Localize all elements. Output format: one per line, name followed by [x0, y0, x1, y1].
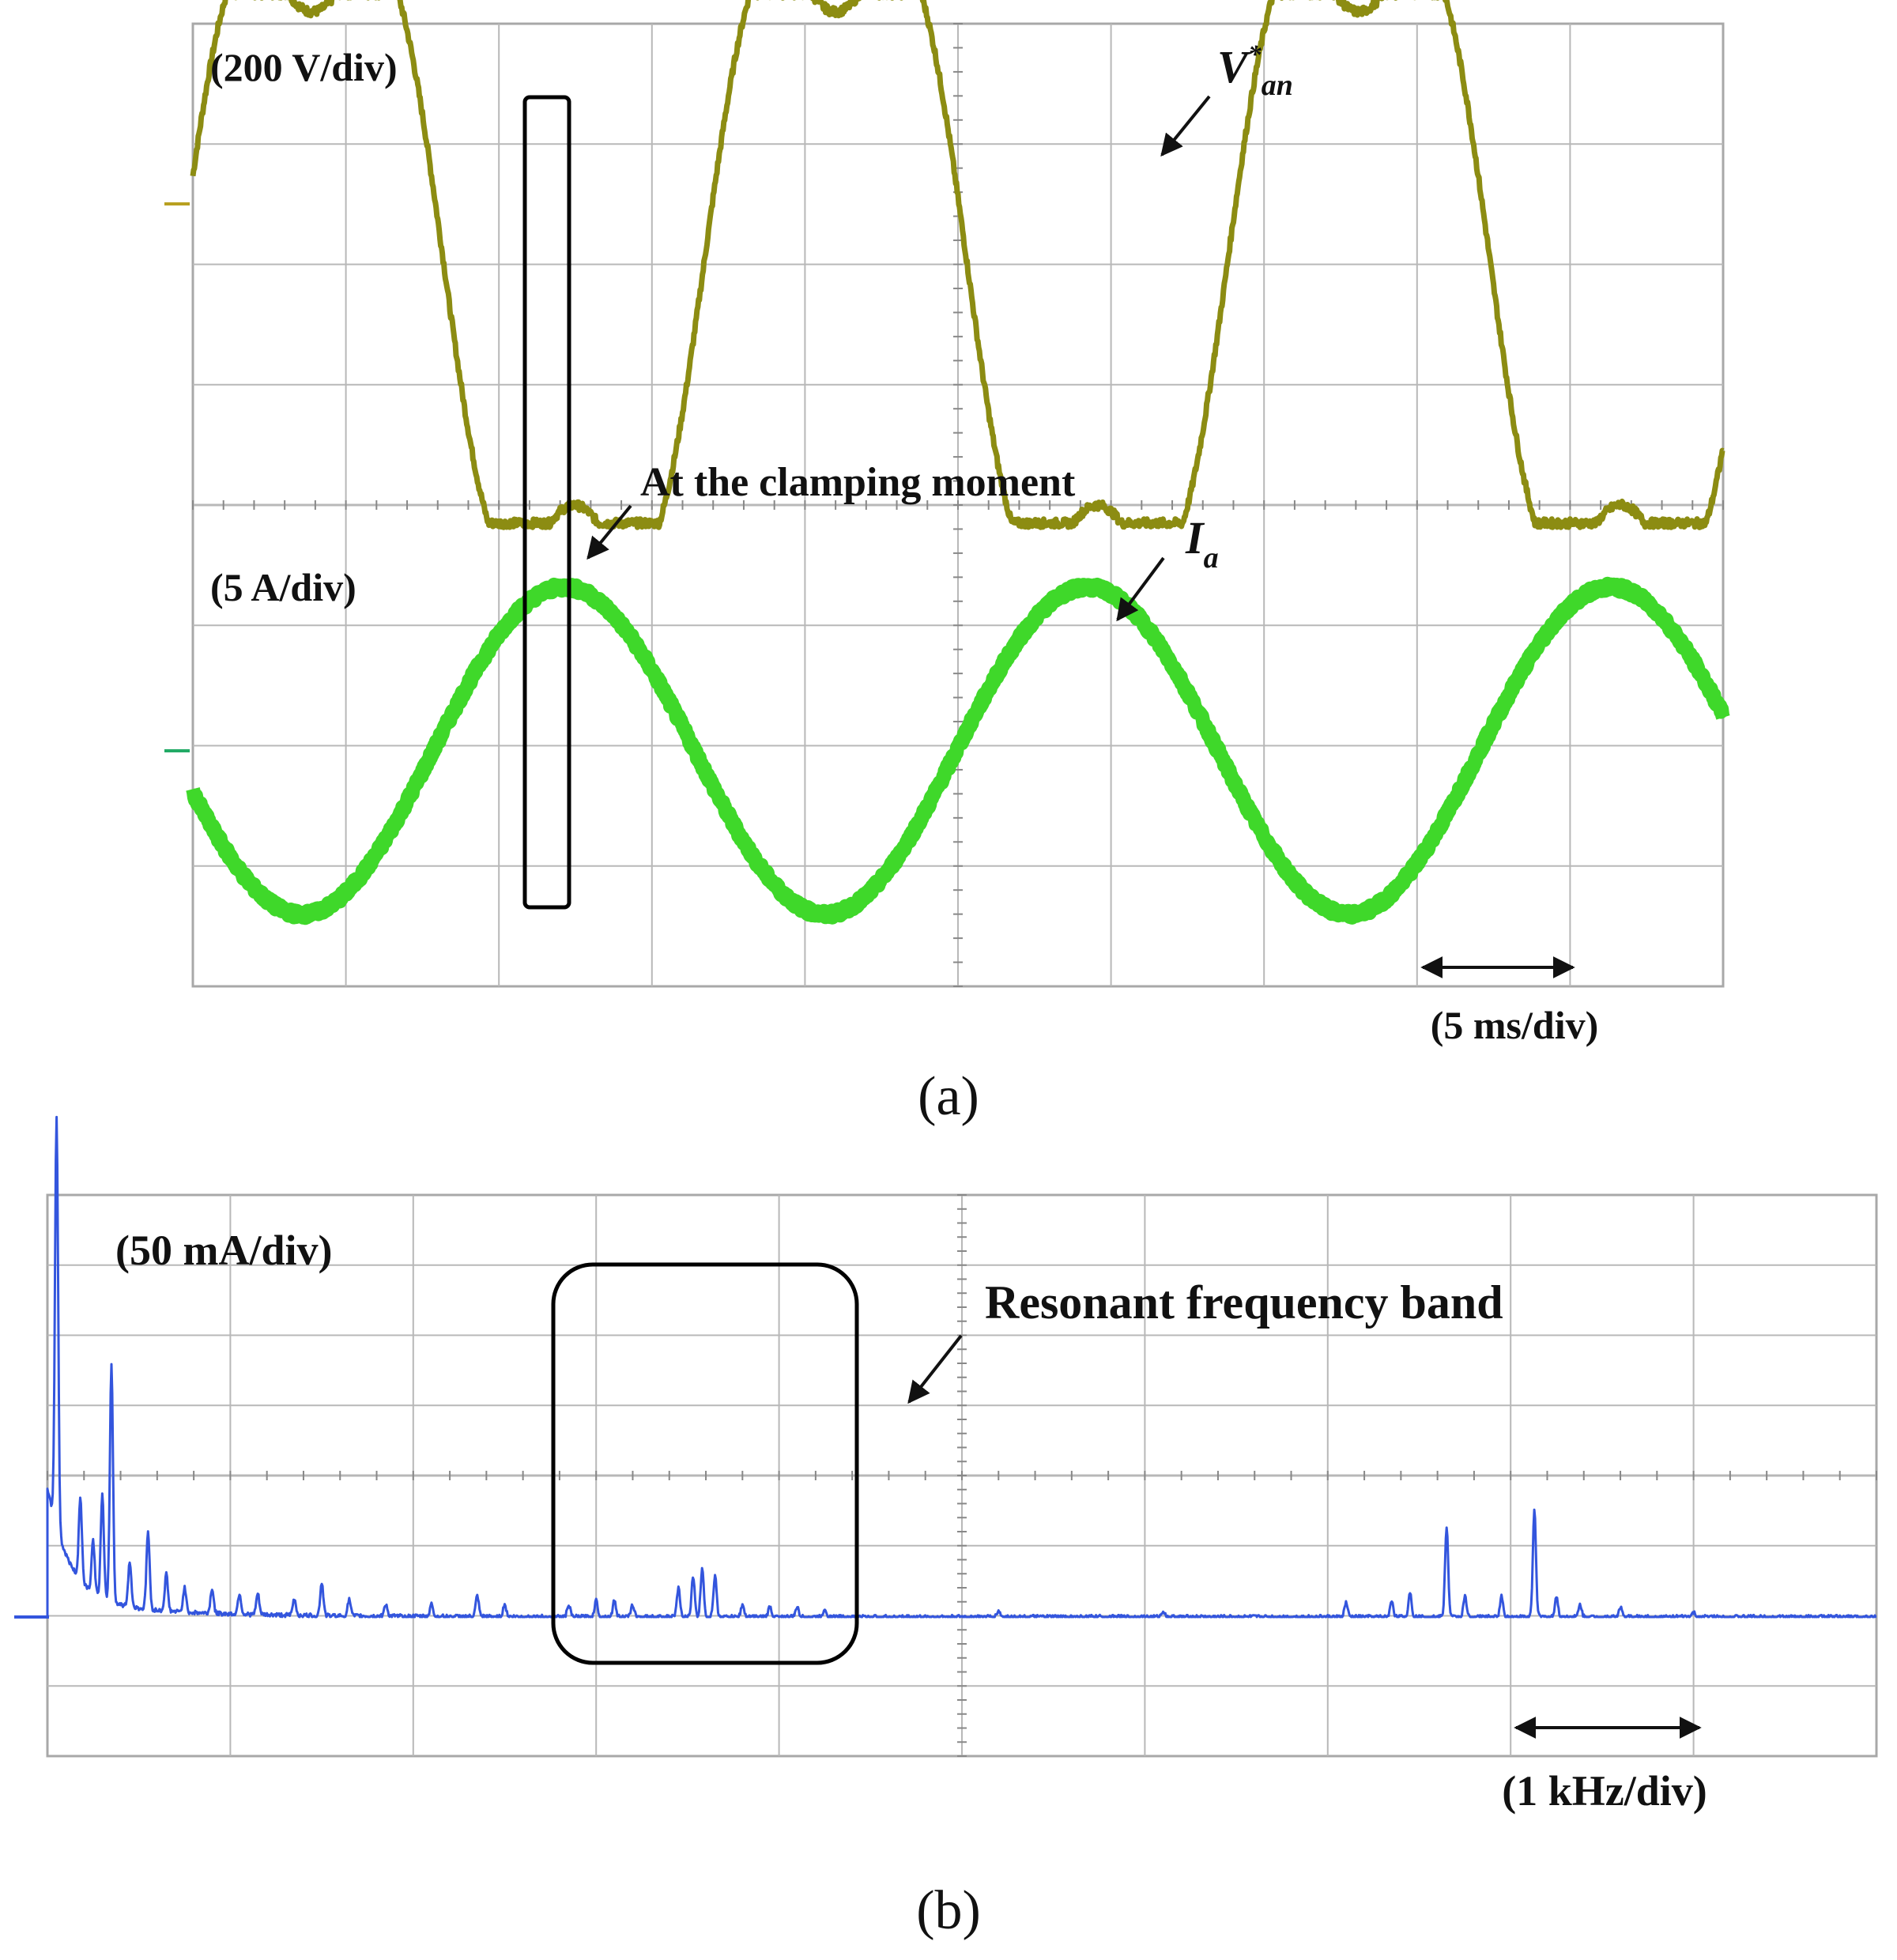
- clamping-note: At the clamping moment: [640, 460, 1076, 505]
- spectrum-trace: [16, 1115, 1877, 1619]
- voltage-scale-label: (200 V/div): [210, 45, 398, 89]
- current-scale-label: (5 A/div): [210, 565, 356, 609]
- resonant-band-arrow: [907, 1334, 963, 1404]
- voltage-trace-label: V*an: [1217, 40, 1293, 102]
- voltage-label-arrow: [1160, 95, 1211, 157]
- panel-a-caption: (a): [918, 1066, 979, 1127]
- voltage-trace: [190, 0, 1725, 530]
- resonant-band-box: [551, 1262, 859, 1665]
- frequency-scale-label: (1 kHz/div): [1502, 1767, 1707, 1815]
- current-label-arrow: [1116, 556, 1165, 622]
- time-scale-label: (5 ms/div): [1431, 1003, 1599, 1047]
- current-trace: [186, 576, 1730, 925]
- panel-b-spectrum: (50 mA/div) Resonant frequency band (1 k…: [14, 1115, 1878, 1941]
- panel-a-oscilloscope: (200 V/div) (5 A/div) At the clamping mo…: [164, 0, 1730, 1127]
- clamping-arrow: [586, 504, 632, 560]
- panel-b-caption: (b): [916, 1880, 981, 1941]
- resonant-band-note: Resonant frequency band: [985, 1276, 1503, 1329]
- amplitude-scale-label: (50 mA/div): [115, 1227, 332, 1274]
- current-trace-label: Ia: [1185, 512, 1219, 575]
- clamping-window-box: [522, 95, 571, 910]
